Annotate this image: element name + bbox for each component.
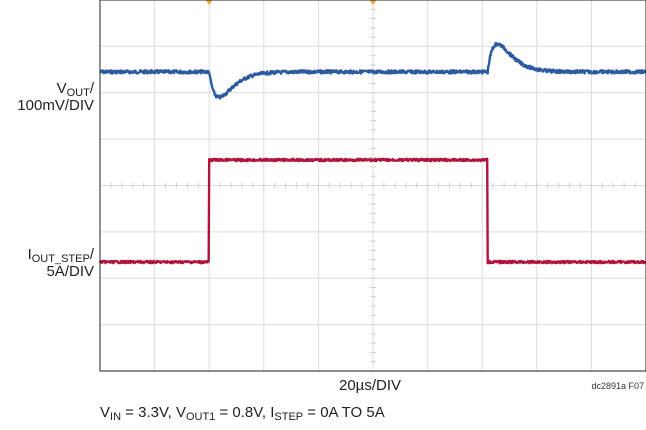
iout-channel-label: IOUT_STEP/ 5A/DIV [27,246,94,280]
vout-channel-label: VOUT/ 100mV/DIV [17,80,94,114]
figure-id: dc2891a F07 [591,381,644,391]
time-scale-label: 20µs/DIV [339,377,401,394]
trigger-marker [369,0,377,5]
plot-frame [99,0,646,372]
trigger-marker [205,0,213,5]
traces [98,41,646,265]
trigger-markers [205,0,377,5]
graticule [99,0,646,372]
iout-step-trace [98,157,646,265]
vout-trace [99,41,646,100]
test-conditions: VIN = 3.3V, VOUT1 = 0.8V, ISTEP = 0A TO … [100,404,385,423]
